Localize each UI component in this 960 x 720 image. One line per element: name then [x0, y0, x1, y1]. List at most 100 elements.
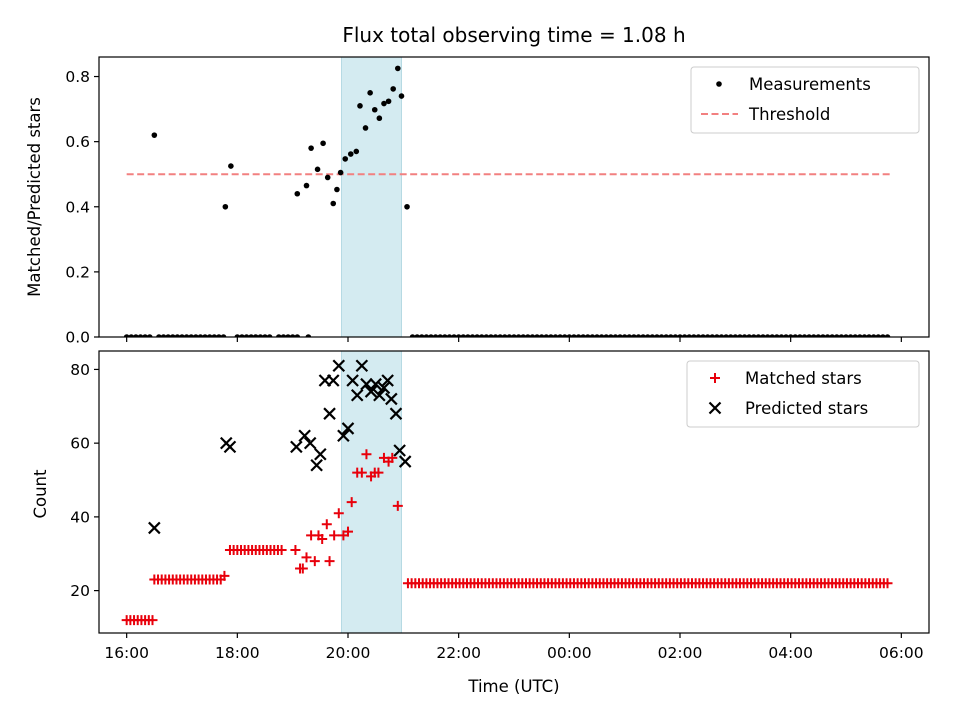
measurements-point — [156, 334, 162, 337]
measurements-point — [222, 203, 229, 210]
measurements-point — [603, 334, 610, 337]
measurements-point — [520, 334, 527, 337]
measurements-point — [880, 334, 886, 337]
measurements-point — [820, 334, 826, 337]
measurements-point — [525, 334, 531, 337]
measurements-point — [746, 334, 752, 337]
measurements-point — [548, 334, 554, 337]
measurements-point — [575, 334, 582, 337]
measurements-point — [875, 334, 882, 337]
top-ytick-label: 0.0 — [65, 329, 90, 347]
measurements-point — [342, 156, 349, 162]
measurements-point — [492, 334, 499, 337]
measurements-point — [137, 334, 144, 337]
bottom-ylabel: Count — [31, 469, 50, 519]
top-shaded-interval — [341, 57, 402, 337]
measurements-point — [308, 145, 314, 151]
predicted-stars-point — [373, 388, 386, 402]
matched-stars-point — [309, 556, 320, 567]
bottom-ytick-label: 40 — [70, 508, 90, 526]
measurements-point — [437, 334, 444, 337]
measurements-point — [538, 334, 545, 337]
measurements-point — [142, 334, 148, 337]
top-plot-area — [123, 57, 891, 337]
measurements-point — [428, 334, 434, 337]
predicted-stars-point — [350, 388, 364, 402]
predicted-stars-point — [148, 521, 161, 535]
measurements-point — [469, 334, 476, 337]
matched-stars-point — [392, 500, 403, 511]
predicted-stars-point — [314, 447, 327, 461]
measurements-point — [617, 334, 623, 337]
measurements-point — [571, 334, 577, 337]
measurements-point — [123, 334, 130, 337]
measurements-point — [566, 334, 573, 337]
predicted-stars-point — [326, 374, 340, 387]
matched-stars-point — [356, 467, 367, 478]
measurements-point — [376, 115, 383, 122]
matched-stars-point — [147, 615, 158, 626]
matched-stars-point — [297, 563, 308, 574]
measurements-point — [183, 334, 190, 337]
measurements-point — [866, 334, 872, 337]
measurements-point — [589, 334, 596, 337]
measurements-point — [580, 334, 586, 337]
measurements-point — [160, 334, 167, 337]
measurements-point — [202, 334, 208, 337]
measurements-point — [787, 334, 794, 337]
measurements-point — [833, 334, 840, 337]
measurements-point — [371, 106, 378, 113]
measurements-point — [347, 151, 354, 157]
measurements-point — [686, 334, 693, 337]
bottom-ytick-label: 60 — [70, 435, 90, 453]
measurements-point — [385, 98, 392, 105]
measurements-point — [460, 334, 467, 337]
measurements-point — [289, 334, 296, 337]
bottom-legend: Matched stars Predicted stars — [686, 360, 920, 428]
measurements-point — [262, 334, 268, 337]
matched-stars-point — [219, 570, 230, 581]
measurements-point — [511, 334, 517, 337]
measurements-point — [778, 334, 785, 337]
measurements-point — [677, 334, 683, 337]
measurements-point — [239, 334, 245, 337]
measurements-point — [672, 334, 679, 337]
predicted-stars-point — [337, 429, 350, 443]
measurements-point — [165, 334, 171, 337]
bottom-ytick-label: 20 — [70, 582, 90, 600]
bottom-xtick-label: 16:00 — [104, 644, 149, 662]
measurements-point — [543, 334, 550, 337]
measurements-point — [792, 334, 799, 337]
measurements-point — [621, 334, 628, 337]
measurements-point — [478, 334, 485, 337]
measurements-point — [423, 334, 430, 337]
measurements-point — [815, 334, 822, 337]
legend-predicted-stars-label: Predicted stars — [745, 399, 868, 418]
measurements-point — [644, 334, 651, 337]
measurements-point — [681, 334, 688, 337]
measurements-point — [404, 203, 410, 210]
bottom-ytick-label: 80 — [70, 361, 90, 379]
measurements-point — [870, 334, 877, 337]
matched-stars-point — [387, 452, 398, 463]
bottom-xtick-label: 04:00 — [768, 644, 813, 662]
measurements-point — [654, 334, 660, 337]
measurements-point — [501, 334, 508, 337]
measurements-point — [128, 334, 135, 337]
measurements-point — [529, 334, 536, 337]
measurements-point — [797, 334, 803, 337]
measurements-point — [704, 334, 711, 337]
measurements-point — [663, 334, 669, 337]
predicted-stars-point — [341, 422, 355, 435]
measurements-point — [418, 334, 425, 337]
measurements-point — [506, 334, 513, 337]
measurements-point — [324, 174, 331, 181]
measurements-point — [442, 334, 448, 337]
matched-stars-point — [329, 530, 340, 541]
measurements-point — [474, 334, 480, 337]
predicted-stars-point — [385, 392, 398, 406]
measurements-point — [857, 334, 863, 337]
measurements-point — [594, 334, 600, 337]
measurements-point — [381, 100, 387, 107]
measurements-point — [810, 334, 817, 337]
